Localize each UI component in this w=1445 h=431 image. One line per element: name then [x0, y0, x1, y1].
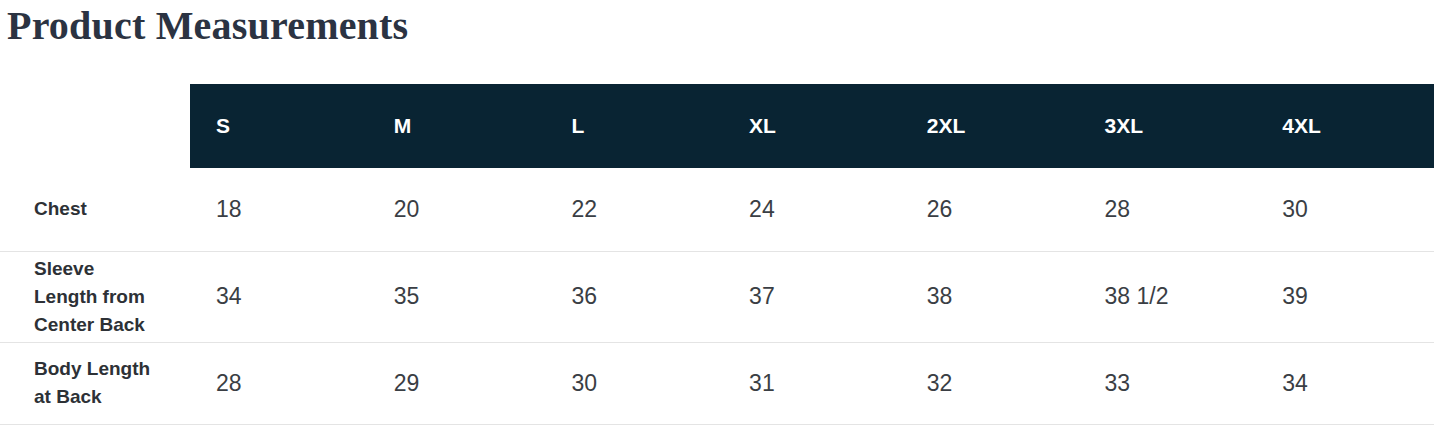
page-header: Product Measurements	[0, 0, 1445, 50]
measurement-value: 28	[190, 342, 368, 424]
measurement-value: 26	[901, 168, 1079, 251]
row-label: Body Length at Back	[0, 342, 190, 424]
row-label: Chest	[0, 168, 190, 251]
measurement-value: 24	[723, 168, 901, 251]
size-column-header: L	[545, 84, 723, 168]
corner-cell	[0, 84, 190, 168]
measurement-value: 34	[1256, 342, 1434, 424]
measurement-value: 36	[545, 251, 723, 342]
size-column-header: 2XL	[901, 84, 1079, 168]
size-column-header: 3XL	[1079, 84, 1257, 168]
measurement-value: 32	[901, 342, 1079, 424]
size-header-row: SMLXL2XL3XL4XL	[0, 84, 1434, 168]
measurement-value: 28	[1079, 168, 1257, 251]
measurement-value: 22	[545, 168, 723, 251]
measurement-value: 39	[1256, 251, 1434, 342]
size-column-header: XL	[723, 84, 901, 168]
measurements-table: SMLXL2XL3XL4XL Chest18202224262830Sleeve…	[0, 84, 1434, 425]
measurement-value: 18	[190, 168, 368, 251]
table-row: Sleeve Length from Center Back3435363738…	[0, 251, 1434, 342]
size-column-header: 4XL	[1256, 84, 1434, 168]
measurement-value: 37	[723, 251, 901, 342]
row-label: Sleeve Length from Center Back	[0, 251, 190, 342]
measurement-value: 31	[723, 342, 901, 424]
table-row: Body Length at Back28293031323334	[0, 342, 1434, 424]
measurement-value: 38	[901, 251, 1079, 342]
measurements-body: Chest18202224262830Sleeve Length from Ce…	[0, 168, 1434, 424]
measurement-value: 20	[368, 168, 546, 251]
size-column-header: S	[190, 84, 368, 168]
measurement-value: 33	[1079, 342, 1257, 424]
measurement-value: 30	[545, 342, 723, 424]
measurement-value: 30	[1256, 168, 1434, 251]
measurement-value: 38 1/2	[1079, 251, 1257, 342]
page-title: Product Measurements	[0, 0, 1445, 50]
measurement-value: 35	[368, 251, 546, 342]
measurement-value: 34	[190, 251, 368, 342]
table-row: Chest18202224262830	[0, 168, 1434, 251]
measurement-value: 29	[368, 342, 546, 424]
size-column-header: M	[368, 84, 546, 168]
